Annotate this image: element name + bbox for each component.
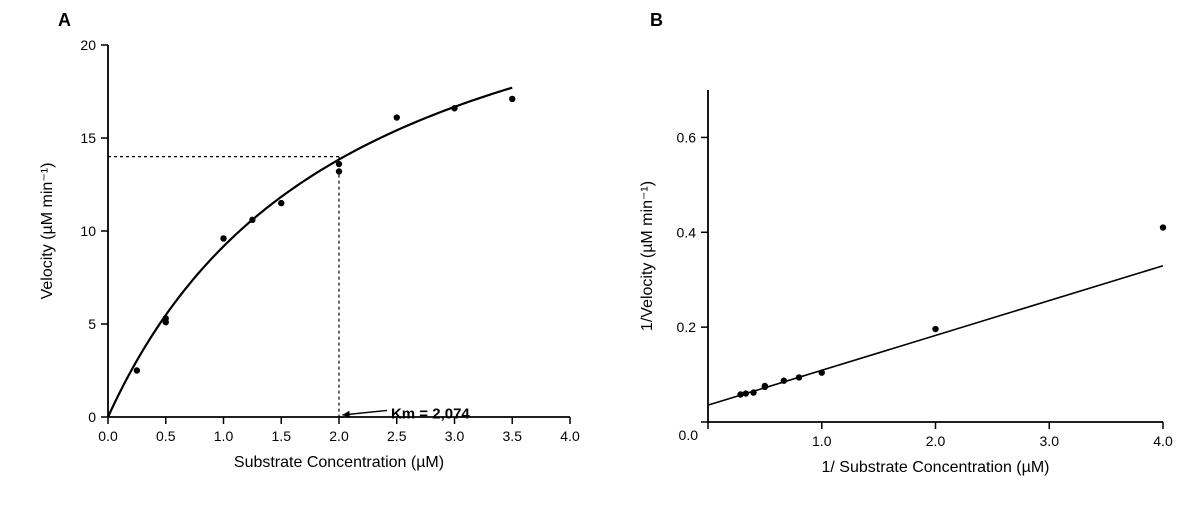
svg-text:2.0: 2.0 bbox=[329, 428, 349, 444]
panel-b-svg: 1.0 2.0 3.0 4.0 0.2 0.4 0.6 0.0 1/ Substrate Con… bbox=[630, 70, 1185, 500]
svg-text:1.0: 1.0 bbox=[812, 433, 832, 449]
svg-text:1/ Substrate Concentration (: 1/ Substrate Concentration (µM) bbox=[822, 459, 1050, 476]
svg-text:15: 15 bbox=[80, 130, 96, 146]
panel-b-label: B bbox=[650, 10, 663, 31]
svg-text:0.5: 0.5 bbox=[156, 428, 176, 444]
svg-text:5: 5 bbox=[88, 316, 96, 332]
svg-text:Km = 2,074: Km = 2,074 bbox=[391, 405, 470, 422]
panel-b: 1.0 2.0 3.0 4.0 0.2 0.4 0.6 0.0 1/ Substrate Con… bbox=[630, 70, 1185, 500]
svg-text:20: 20 bbox=[80, 37, 96, 53]
svg-text:0.6: 0.6 bbox=[677, 129, 697, 145]
svg-text:1.5: 1.5 bbox=[272, 428, 292, 444]
svg-text:3.0: 3.0 bbox=[1040, 433, 1060, 449]
panel-a: 0.0 0.5 1.0 1.5 2.0 2.5 3.0 3.5 4.0 0 5 10 15 20 Subst… bbox=[30, 25, 590, 495]
svg-text:Velocity (µM min⁻¹): Velocity (µM min⁻¹) bbox=[39, 163, 56, 300]
svg-text:4.0: 4.0 bbox=[560, 428, 580, 444]
svg-text:1/Velocity (µM min⁻¹): 1/Velocity (µM min⁻¹) bbox=[639, 181, 656, 331]
svg-text:4.0: 4.0 bbox=[1153, 433, 1173, 449]
svg-text:1.0: 1.0 bbox=[214, 428, 234, 444]
svg-text:0.2: 0.2 bbox=[677, 319, 697, 335]
panel-a-svg: 0.0 0.5 1.0 1.5 2.0 2.5 3.0 3.5 4.0 0 5 10 15 20 Subst… bbox=[30, 25, 590, 495]
svg-text:Substrate Concentration (µM): Substrate Concentration (µM) bbox=[234, 454, 444, 471]
svg-text:10: 10 bbox=[80, 223, 96, 239]
svg-text:0.4: 0.4 bbox=[677, 224, 697, 240]
svg-text:3.0: 3.0 bbox=[445, 428, 465, 444]
svg-text:2.5: 2.5 bbox=[387, 428, 407, 444]
svg-text:0.0: 0.0 bbox=[98, 428, 118, 444]
svg-text:2.0: 2.0 bbox=[926, 433, 946, 449]
figure-container: A 0.00.51.01.52.02.53.03.54.005101520Sub… bbox=[0, 0, 1200, 519]
svg-text:0.0: 0.0 bbox=[679, 427, 699, 443]
svg-text:3.5: 3.5 bbox=[503, 428, 523, 444]
svg-text:0: 0 bbox=[88, 409, 96, 425]
